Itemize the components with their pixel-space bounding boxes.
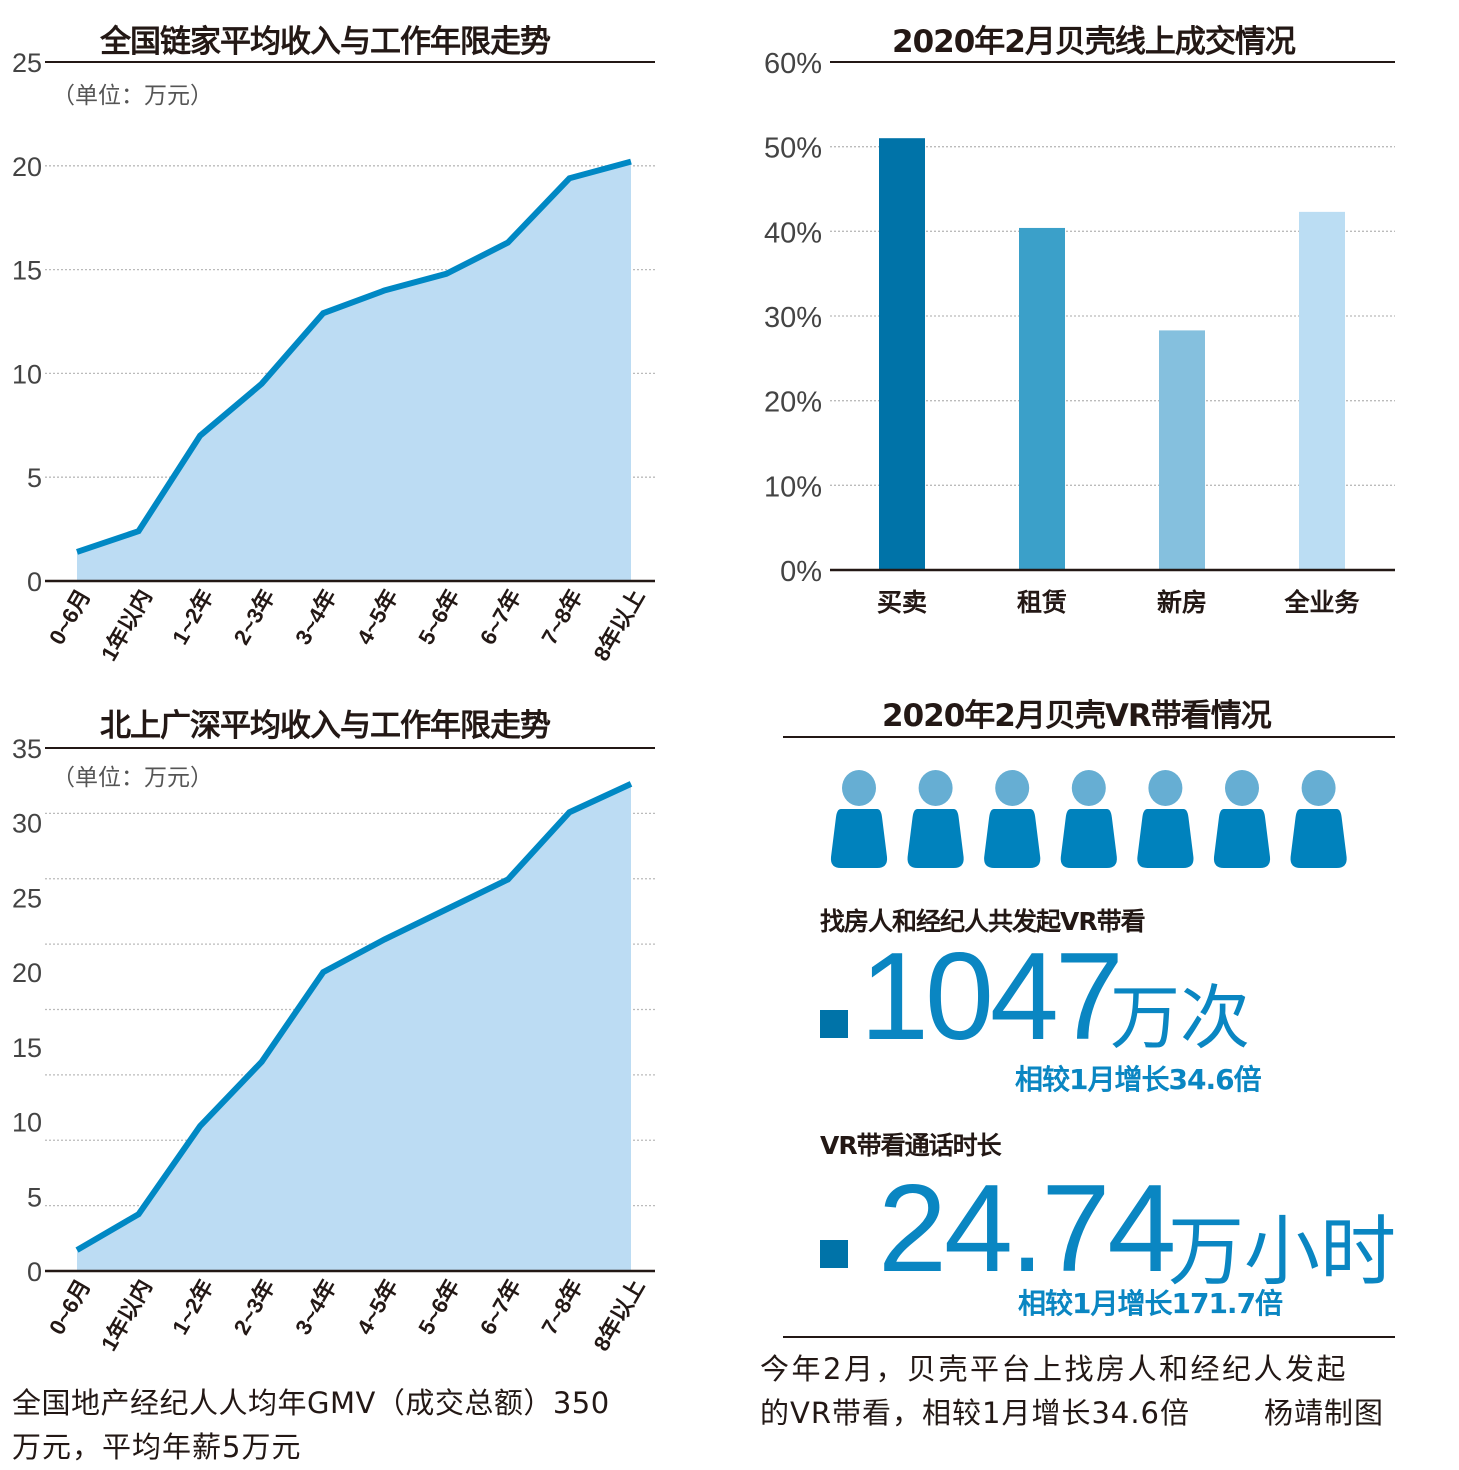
- stat1-label: 找房人和经纪人共发起VR带看: [820, 907, 1146, 936]
- x-tick-label: 5~6年: [413, 1275, 464, 1339]
- chart1-title: 全国链家平均收入与工作年限走势: [100, 24, 551, 60]
- person-icon: [830, 809, 888, 868]
- chart3-bar-chart: 0% 10% 20% 30% 40% 50% 60% 买卖 租赁 新房 全业务: [764, 48, 1395, 617]
- stat2-value: 24.74: [878, 1160, 1176, 1298]
- chart3-title: 2020年2月贝壳线上成交情况: [892, 24, 1296, 60]
- y-tick-label: 0: [27, 567, 42, 597]
- y-tick-label: 10%: [764, 471, 822, 503]
- series-line: [76, 158, 632, 555]
- y-tick-label: 25: [12, 48, 42, 78]
- stat2-label: VR带看通话时长: [820, 1131, 1002, 1160]
- x-tick-label: 0~6月: [44, 1275, 95, 1339]
- chart1-unit-note: （单位：万元）: [52, 83, 213, 109]
- y-tick-label: 40%: [764, 217, 822, 249]
- stat1-growth: 相较1月增长34.6倍: [1015, 1063, 1262, 1096]
- stat1-unit: 万次: [1110, 979, 1250, 1057]
- person-icon: [1137, 809, 1194, 868]
- person-icon-head: [995, 770, 1030, 806]
- y-tick-label: 30%: [764, 302, 822, 334]
- footnote-line1: 全国地产经纪人人均年GMV（成交总额）350: [12, 1386, 610, 1420]
- y-tick-label: 0: [27, 1257, 42, 1287]
- bar: [1159, 330, 1205, 570]
- vr-title-rule: [783, 736, 1395, 738]
- y-tick-label: 25: [12, 883, 42, 913]
- person-icon-head: [1225, 770, 1259, 806]
- area-fill: [77, 783, 631, 1271]
- x-tick-label: 租赁: [1017, 589, 1067, 617]
- x-tick-label: 3~4年: [290, 1275, 341, 1339]
- y-tick-label: 0%: [780, 556, 822, 588]
- y-tick-label: 60%: [764, 48, 822, 80]
- stat2-growth: 相较1月增长171.7倍: [1018, 1287, 1283, 1320]
- bar: [1299, 211, 1345, 571]
- person-icon: [984, 809, 1041, 868]
- y-tick-label: 20%: [764, 387, 822, 419]
- x-tick-label: 4~5年: [352, 1275, 403, 1339]
- y-tick-label: 30: [12, 809, 42, 839]
- area-fill: [77, 161, 631, 581]
- credit: 杨靖制图: [1264, 1396, 1385, 1430]
- x-tick-label: 1年以内: [96, 1275, 157, 1355]
- x-tick-label: 新房: [1157, 588, 1207, 617]
- x-tick-label: 买卖: [877, 589, 927, 617]
- caption-line1: 今年2月，贝壳平台上找房人和经纪人发起: [760, 1352, 1348, 1386]
- stat1-value: 1047: [860, 928, 1124, 1066]
- caption-line2: 的VR带看，相较1月增长34.6倍: [760, 1396, 1191, 1430]
- y-tick-label: 50%: [764, 133, 822, 165]
- x-tick-label: 全业务: [1283, 588, 1359, 617]
- caption-rule: [783, 1336, 1395, 1338]
- x-tick-label: 6~7年: [475, 1275, 526, 1339]
- bar: [879, 138, 925, 570]
- person-icon-head: [1071, 770, 1106, 806]
- chart2-unit-note: （单位：万元）: [52, 765, 213, 791]
- person-icon-head: [918, 770, 953, 806]
- chart2-area-chart: 0 5 10 15 20 25 30 35 0~6月 1年以内 1~2年 2~3年 3~4年 4~5年 5~…: [12, 734, 655, 1355]
- person-icon: [907, 809, 964, 868]
- x-tick-label: 1~2年: [167, 1275, 218, 1339]
- stat2-bullet: [820, 1240, 848, 1268]
- x-tick-label: 2~3年: [229, 1275, 280, 1339]
- person-icon-head: [1148, 770, 1183, 806]
- y-tick-label: 10: [12, 359, 42, 389]
- y-tick-label: 15: [12, 256, 42, 286]
- footnote-line2: 万元，平均年薪5万元: [12, 1430, 302, 1464]
- chart2-title: 北上广深平均收入与工作年限走势: [100, 708, 551, 744]
- person-icon-head: [1301, 770, 1336, 806]
- y-tick-label: 35: [12, 734, 42, 764]
- series-line: [75, 781, 633, 1253]
- stat1-bullet: [820, 1010, 848, 1038]
- y-tick-label: 5: [27, 1182, 42, 1212]
- y-tick-label: 15: [12, 1033, 42, 1063]
- y-tick-label: 5: [27, 463, 42, 493]
- person-icon-head: [842, 770, 876, 806]
- bar: [1019, 227, 1065, 571]
- person-icon: [1213, 809, 1271, 868]
- y-tick-label: 20: [12, 152, 42, 182]
- x-tick-label: 7~8年: [536, 1275, 587, 1339]
- vr-title: 2020年2月贝壳VR带看情况: [882, 698, 1272, 734]
- stat2-unit: 万小时: [1168, 1210, 1396, 1295]
- y-tick-label: 10: [12, 1108, 42, 1138]
- person-icon: [1060, 809, 1117, 868]
- x-tick-label: 8年以上: [589, 1275, 650, 1355]
- person-icon: [1290, 809, 1347, 868]
- y-tick-label: 20: [12, 958, 42, 988]
- people-row: [830, 770, 1347, 868]
